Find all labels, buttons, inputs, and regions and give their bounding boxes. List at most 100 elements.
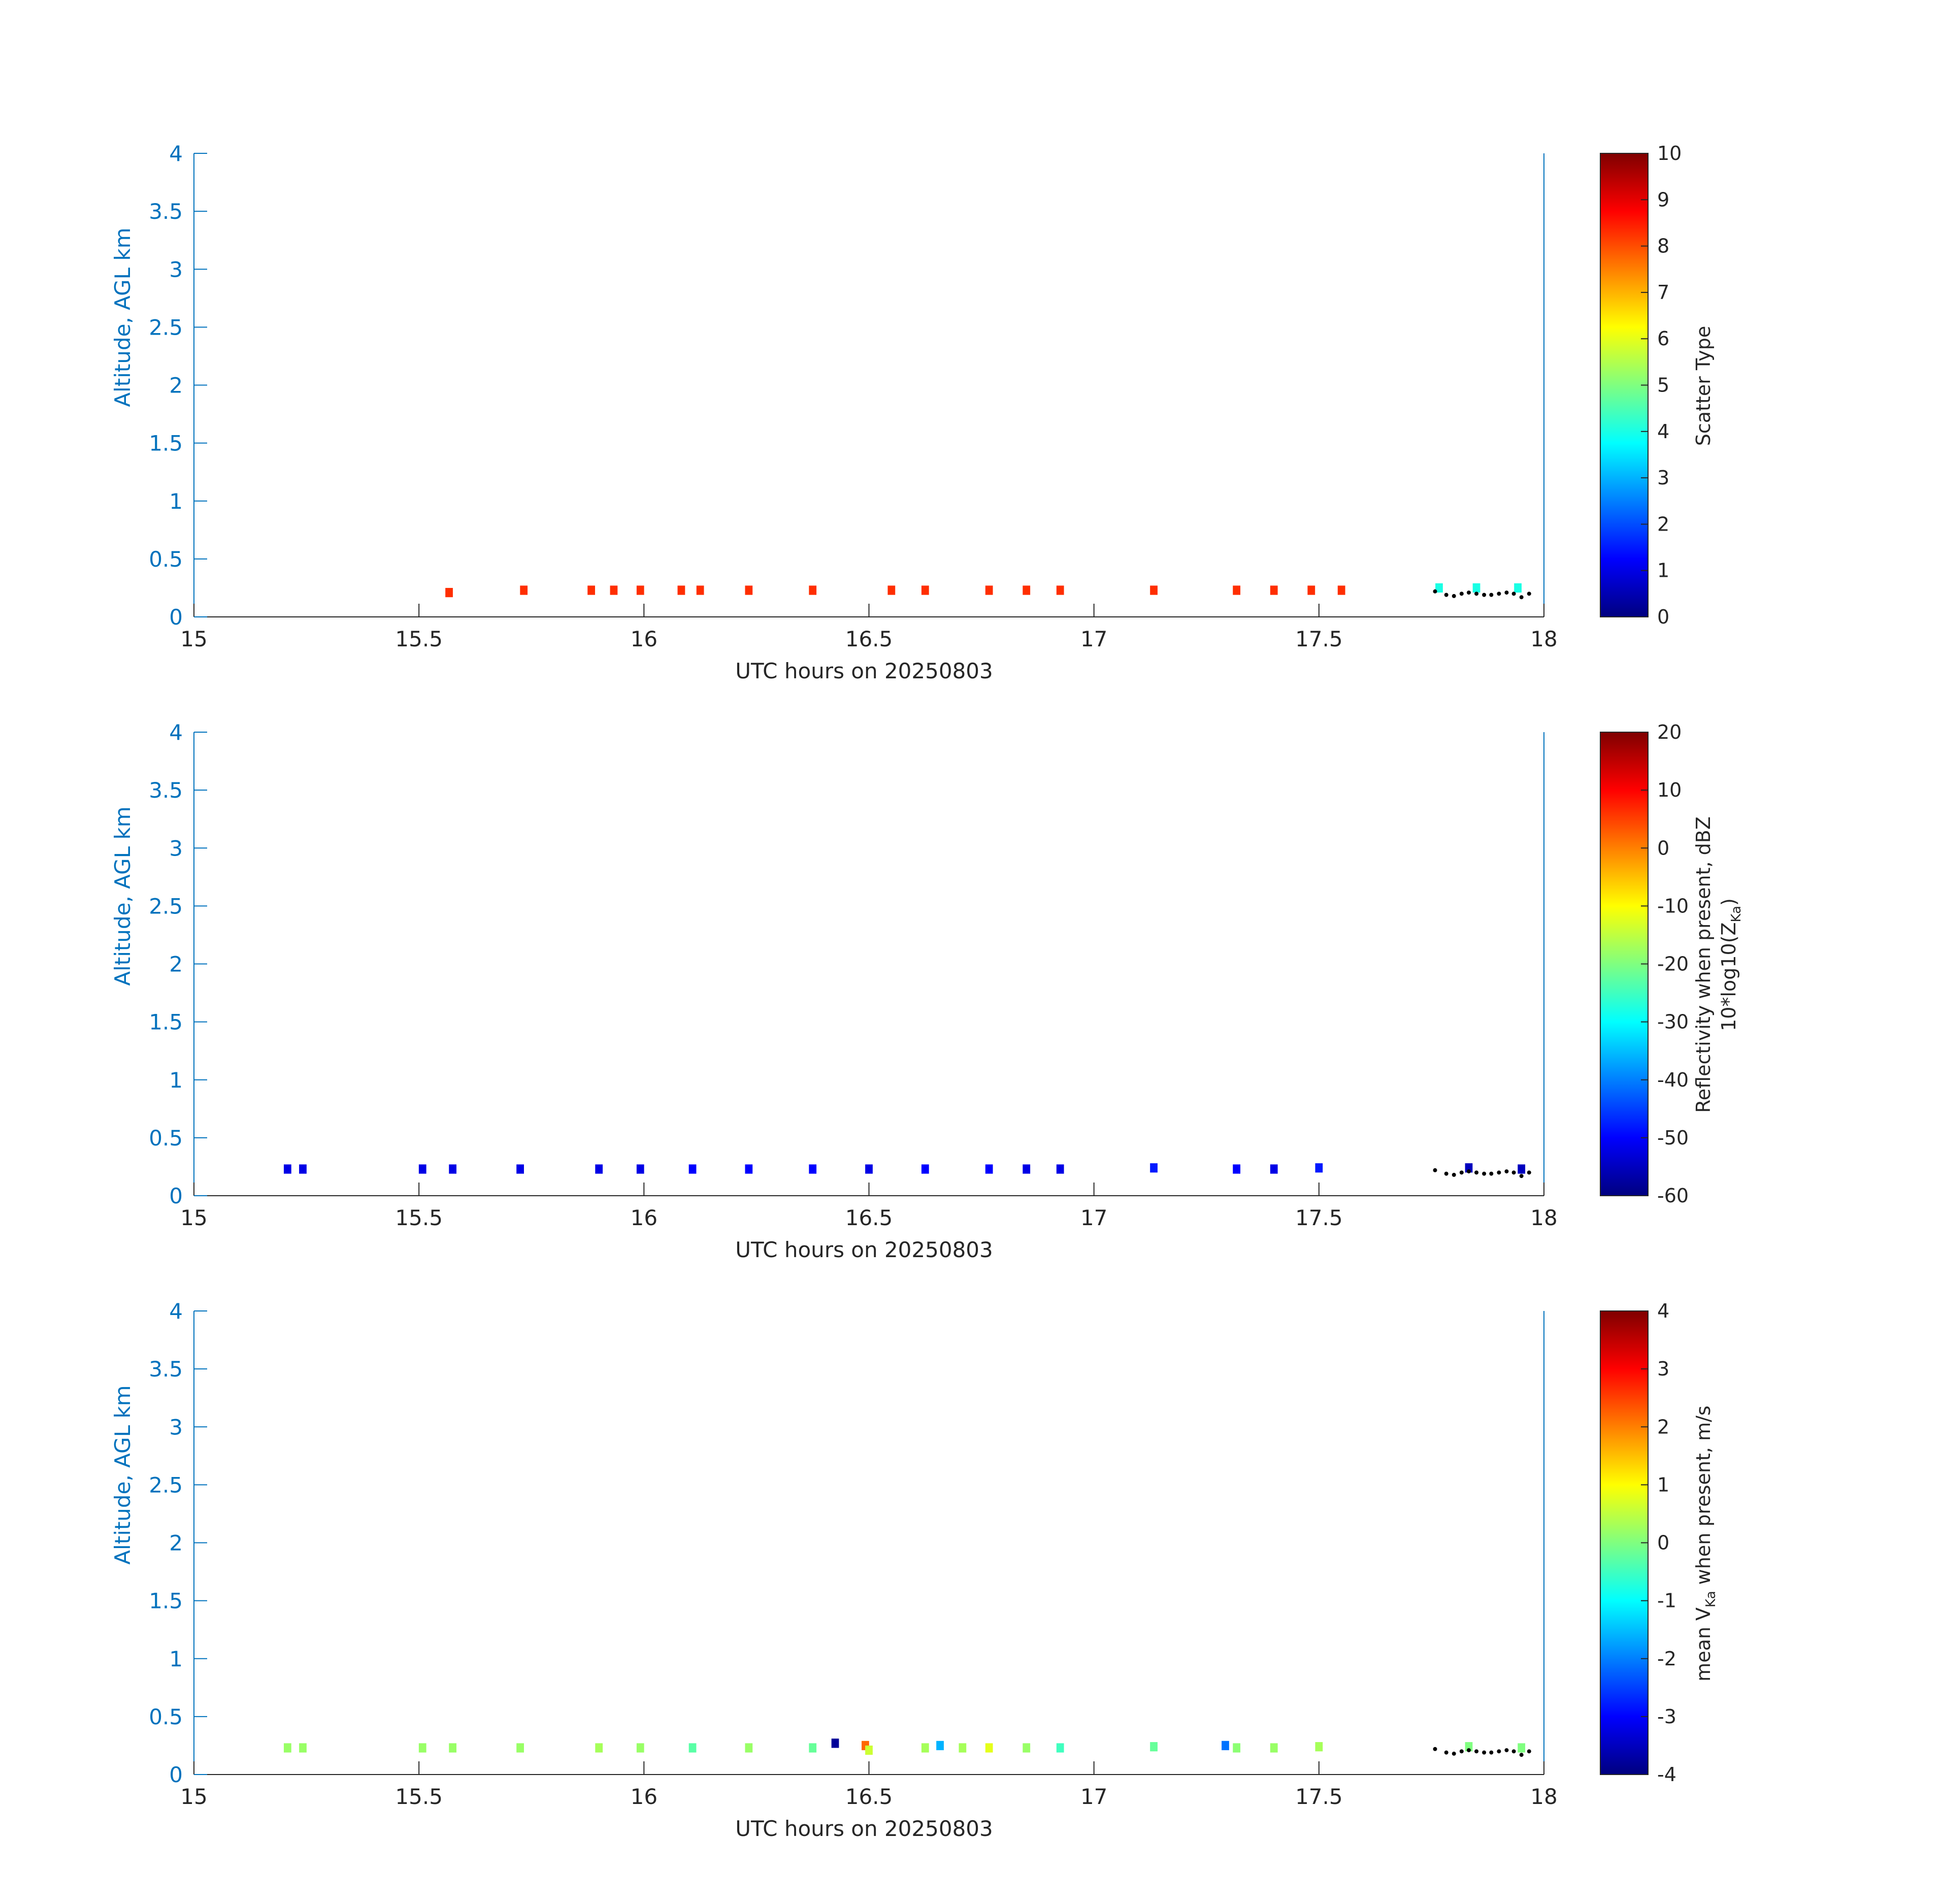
data-marker	[1511, 592, 1516, 596]
data-marker	[1519, 1753, 1524, 1757]
colorbar-tick-label: 7	[1657, 281, 1669, 304]
data-bin	[1023, 1164, 1031, 1174]
colorbar-tick-label: 0	[1657, 837, 1669, 859]
data-bin	[1056, 585, 1064, 595]
panel-velocity: 15 15.5 16 16.5 17 17.5 18 0 0.5 1 1.5 2 2.5 3 3.5 4 UT…	[110, 1299, 1719, 1841]
colorbar-tick-label: -60	[1657, 1185, 1689, 1207]
x-tick-label: 18	[1530, 1205, 1557, 1230]
colorbar-tick-label: 5	[1657, 374, 1669, 397]
data-marker	[1489, 1750, 1494, 1755]
data-bin	[1472, 583, 1480, 593]
data-bin	[921, 1164, 929, 1174]
colorbar-tick-label: 2	[1657, 1416, 1669, 1438]
data-marker	[1474, 1749, 1479, 1754]
data-bin	[1233, 1164, 1241, 1174]
axes: 15 15.5 16 16.5 17 17.5 18 0 0.5 1 1.5 2 2.5 3 3.5 4	[149, 720, 1558, 1230]
colorbar-label: mean VKa when present, m/s	[1692, 1405, 1719, 1681]
data-bin	[1307, 585, 1315, 595]
data-bin	[809, 585, 817, 595]
colorbar-tick-label: -1	[1657, 1590, 1676, 1612]
x-axis-label: UTC hours on 20250803	[735, 1237, 993, 1262]
data-bin	[1023, 1743, 1031, 1753]
colorbar-tick-label: 0	[1657, 1532, 1669, 1554]
data-marker	[1452, 1751, 1456, 1756]
data-bin	[1465, 1742, 1473, 1752]
data-bin	[1514, 583, 1522, 593]
data-bin	[1337, 585, 1345, 595]
y-tick-label: 3	[169, 1415, 183, 1439]
data-bins	[283, 1163, 1526, 1174]
y-tick-label: 3	[169, 257, 183, 282]
data-bins	[283, 1738, 1526, 1755]
data-marker	[1482, 1171, 1487, 1176]
data-bin	[809, 1164, 817, 1174]
data-bin	[299, 1164, 307, 1174]
data-marker	[1489, 1171, 1494, 1176]
x-tick-label: 16	[631, 1784, 657, 1809]
colorbar-label: Reflectivity when present, dBZ	[1692, 816, 1715, 1113]
x-tick-label: 17.5	[1295, 1205, 1343, 1230]
x-tick-label: 16	[631, 1205, 657, 1230]
data-bin	[1233, 1743, 1241, 1753]
data-markers	[1433, 589, 1531, 600]
y-tick-label: 1	[169, 1068, 183, 1093]
x-tick-label: 15	[180, 1784, 207, 1809]
data-bin	[1023, 585, 1031, 595]
data-bin	[1222, 1741, 1229, 1751]
y-tick-label: 1.5	[149, 1010, 183, 1035]
data-bin	[745, 1743, 753, 1753]
data-marker	[1452, 1172, 1456, 1177]
data-bin	[696, 585, 704, 595]
data-bin	[1518, 1164, 1526, 1174]
colorbar-tick-label: 0	[1657, 606, 1669, 628]
data-bin	[865, 1164, 873, 1174]
colorbar-tick-label: 20	[1657, 721, 1682, 743]
data-marker	[1482, 1750, 1487, 1755]
data-marker	[1452, 594, 1456, 598]
data-bin	[985, 1743, 993, 1753]
colorbar: 0 1 2 3 4 5 6 7 8 9 10 Scatter Type	[1600, 142, 1715, 628]
data-marker	[1444, 593, 1449, 597]
y-tick-label: 0.5	[149, 547, 183, 572]
colorbar-tick-label: 2	[1657, 513, 1669, 535]
colorbar-tick-label: 3	[1657, 1358, 1669, 1380]
x-tick-label: 15.5	[395, 1784, 443, 1809]
data-marker	[1511, 1170, 1516, 1175]
x-tick-label: 17	[1080, 1784, 1107, 1809]
data-marker	[1497, 1749, 1501, 1754]
data-bin	[516, 1164, 524, 1174]
x-tick-label: 15.5	[395, 1205, 443, 1230]
data-bin	[1233, 585, 1241, 595]
y-tick-label: 0.5	[149, 1126, 183, 1151]
data-bin	[1270, 1743, 1278, 1753]
data-bin	[520, 585, 528, 595]
x-tick-label: 18	[1530, 627, 1557, 651]
colorbar-tick-label: -30	[1657, 1011, 1689, 1033]
y-tick-label: 4	[169, 141, 183, 166]
data-bin	[449, 1164, 457, 1174]
x-tick-label: 15	[180, 1205, 207, 1230]
colorbar-tick-label: 8	[1657, 235, 1669, 257]
data-bin	[688, 1164, 697, 1174]
x-tick-label: 16.5	[845, 627, 893, 651]
data-bin	[677, 585, 685, 595]
y-tick-label: 3	[169, 836, 183, 861]
data-marker	[1504, 1748, 1509, 1753]
data-bin	[418, 1164, 426, 1174]
data-bin	[636, 585, 644, 595]
colorbar-tick-label: -2	[1657, 1648, 1676, 1670]
data-marker	[1466, 590, 1471, 595]
colorbar-label-line2: 10*log10(ZKa)	[1718, 898, 1744, 1031]
data-bin	[688, 1743, 697, 1753]
data-bin	[299, 1743, 307, 1753]
y-tick-label: 2	[169, 373, 183, 398]
data-bin	[516, 1743, 524, 1753]
data-marker	[1459, 1170, 1464, 1175]
colorbar-tick-label: 4	[1657, 420, 1669, 443]
colorbar-tick-label: 10	[1657, 779, 1682, 801]
x-tick-label: 17	[1080, 627, 1107, 651]
axes: 15 15.5 16 16.5 17 17.5 18 0 0.5 1 1.5 2 2.5 3 3.5 4	[149, 141, 1558, 651]
data-marker	[1444, 1171, 1449, 1176]
colorbar-tick-label: -20	[1657, 953, 1689, 975]
